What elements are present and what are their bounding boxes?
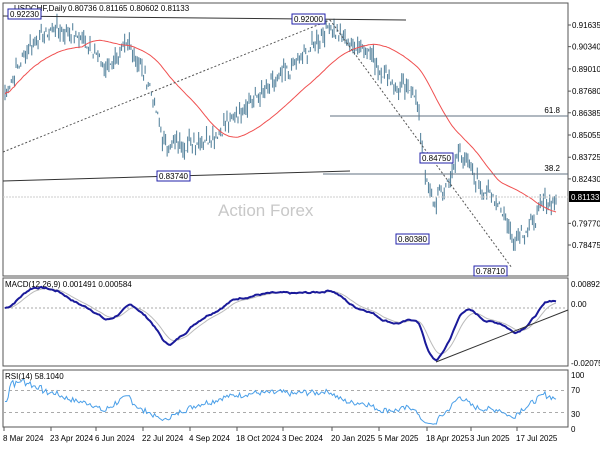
- x-tick-label: 18 Apr 2025: [426, 434, 470, 443]
- price-label-box: [419, 152, 454, 164]
- y-tick-label: 0.78475: [572, 241, 600, 250]
- price-panel-frame: [2, 2, 569, 277]
- y-tick-label: 0.86385: [572, 109, 600, 118]
- price-label-box: [156, 170, 191, 182]
- price-label: 0.83740: [159, 172, 188, 181]
- price-label: 0.92000: [294, 15, 323, 24]
- y-tick-label: 0.83725: [572, 153, 600, 162]
- x-tick-label: 20 Jan 2025: [331, 434, 376, 443]
- x-tick-label: 17 Jul 2025: [516, 434, 558, 443]
- price-label-box: [395, 233, 430, 245]
- price-label-box: [291, 13, 326, 25]
- y-tick-label: 0.85055: [572, 131, 600, 140]
- price-label: 0.92230: [10, 10, 39, 19]
- macd-tick-top: 0.008923: [571, 280, 600, 289]
- price-label-box: [473, 265, 508, 277]
- fib-label: 38.2: [544, 164, 560, 173]
- y-tick-label: 0.79770: [572, 219, 600, 228]
- x-tick-label: 3 Jun 2025: [470, 434, 510, 443]
- rsi-title: RSI(14) 58.1040: [5, 372, 64, 381]
- current-price-box: [569, 191, 600, 202]
- header-ohlc: 0.80736 0.81165 0.80602 0.81133: [68, 4, 190, 13]
- x-tick-label: 6 Jun 2024: [95, 434, 135, 443]
- y-tick-label: 0.90340: [572, 43, 600, 52]
- x-tick-label: 3 Dec 2024: [282, 434, 323, 443]
- x-tick-label: 5 Mar 2025: [378, 434, 419, 443]
- fib-label: 61.8: [544, 106, 560, 115]
- macd-line: [4, 285, 557, 362]
- macd-panel-frame: [2, 277, 569, 367]
- resistance-line: [2, 15, 407, 21]
- x-tick-label: 8 Mar 2024: [3, 434, 44, 443]
- watermark: Action Forex: [218, 201, 314, 220]
- moving-average-line: [4, 39, 557, 213]
- y-tick-label: 0.87680: [572, 87, 600, 96]
- macd-trend-line: [435, 309, 569, 363]
- price-label: 0.80380: [398, 235, 427, 244]
- y-tick-label: 0.82430: [572, 175, 600, 184]
- rsi-tick-0: 0: [571, 425, 576, 434]
- macd-tick-zero: 0.00: [571, 300, 587, 309]
- x-tick-label: 4 Sep 2024: [189, 434, 230, 443]
- trend-dashed-line-2: [329, 19, 513, 269]
- current-price-label: 0.81133: [571, 193, 600, 202]
- rsi-tick-70: 70: [571, 386, 580, 395]
- macd-tick-bottom: -0.020759: [571, 359, 600, 368]
- trend-dashed-line: [2, 19, 331, 153]
- y-tick-label: 0.91635: [572, 21, 600, 30]
- macd-signal-line: [4, 288, 557, 355]
- rsi-panel-frame: [2, 369, 569, 428]
- rsi-line: [5, 378, 557, 425]
- price-label-box: [7, 8, 42, 20]
- x-tick-label: 22 Jul 2024: [142, 434, 184, 443]
- rsi-tick-100: 100: [571, 371, 585, 380]
- price-label: 0.84750: [422, 154, 451, 163]
- macd-title: MACD(12,26,9) 0.001491 0.000584: [5, 280, 132, 289]
- y-tick-label: 0.89010: [572, 65, 600, 74]
- x-tick-label: 23 Apr 2024: [50, 434, 94, 443]
- x-tick-label: 18 Oct 2024: [236, 434, 280, 443]
- rsi-tick-30: 30: [571, 410, 580, 419]
- price-label: 0.78710: [476, 267, 505, 276]
